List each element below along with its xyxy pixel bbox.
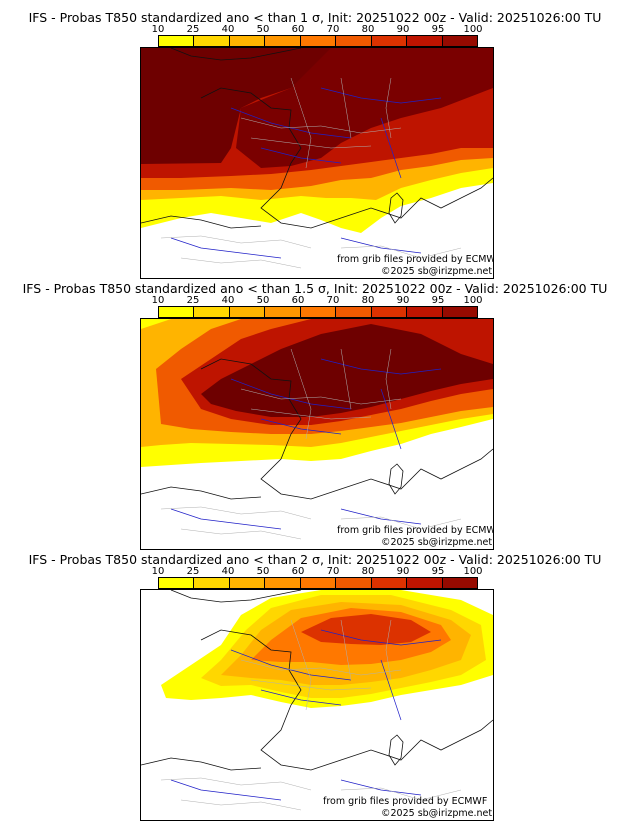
colorbar-swatch [229, 578, 266, 588]
credit-copyright: ©2025 sb@irizpme.net [381, 266, 492, 277]
colorbar-labels: 10 25 40 50 60 70 80 90 95 100 [148, 566, 488, 578]
colorbar-swatch [371, 578, 408, 588]
credit-copyright: ©2025 sb@irizpme.net [381, 808, 492, 819]
colorbar [158, 306, 478, 318]
rivers [170, 87, 442, 259]
colorbar-swatch [407, 307, 443, 317]
colorbar-tick: 95 [431, 24, 445, 35]
coastline [141, 358, 493, 500]
colorbar-tick: 90 [396, 295, 410, 306]
colorbar-tick: 40 [221, 24, 235, 35]
corsica-island [388, 463, 404, 495]
admin-borders [160, 348, 462, 540]
colorbar-tick: 40 [221, 295, 235, 306]
colorbar-swatch [407, 578, 443, 588]
corsica-island [388, 734, 404, 766]
colorbar-tick: 50 [256, 295, 270, 306]
colorbar-swatch [300, 36, 337, 46]
colorbar-swatch [371, 307, 408, 317]
credit-source: from grib files provided by ECMWF [337, 254, 493, 265]
colorbar-tick: 80 [361, 24, 375, 35]
probability-map: from grib files provided by ECMWF ©2025 … [140, 47, 494, 279]
panel-1: IFS - Probas T850 standardized ano < tha… [0, 10, 630, 279]
colorbar-swatch [336, 578, 372, 588]
colorbar-labels: 10 25 40 50 60 70 80 90 95 100 [148, 24, 488, 36]
map-graphic: from grib files provided by ECMWF ©2025 … [141, 319, 493, 548]
coastline [141, 87, 493, 229]
colorbar-tick: 10 [151, 566, 165, 577]
probability-map: from grib files provided by ECMWF ©2025 … [140, 589, 494, 821]
panel-title: IFS - Probas T850 standardized ano < tha… [28, 10, 602, 25]
colorbar-tick: 95 [431, 566, 445, 577]
rivers [170, 629, 442, 801]
panel-title: IFS - Probas T850 standardized ano < tha… [28, 552, 602, 567]
admin-borders [160, 77, 462, 269]
colorbar-swatch [442, 36, 477, 46]
panel-2: IFS - Probas T850 standardized ano < tha… [0, 281, 630, 550]
colorbar-tick: 70 [326, 566, 340, 577]
map-graphic: from grib files provided by ECMWF ©2025 … [141, 590, 493, 819]
colorbar-swatch [159, 578, 195, 588]
colorbar-swatch [194, 307, 230, 317]
colorbar-tick: 70 [326, 295, 340, 306]
colorbar-tick: 80 [361, 566, 375, 577]
credit-copyright: ©2025 sb@irizpme.net [381, 537, 492, 548]
prob-area-80 [301, 614, 431, 645]
colorbar-swatch [159, 307, 195, 317]
colorbar [158, 35, 478, 47]
colorbar-swatch [265, 36, 301, 46]
colorbar-swatch [300, 578, 337, 588]
colorbar-tick: 25 [186, 24, 200, 35]
colorbar-tick: 60 [291, 566, 305, 577]
colorbar-swatch [194, 578, 230, 588]
colorbar-swatch [229, 307, 266, 317]
corsica-island [388, 192, 404, 224]
colorbar-tick: 100 [463, 295, 483, 306]
colorbar-tick: 70 [326, 24, 340, 35]
colorbar-tick: 100 [463, 566, 483, 577]
credit-source: from grib files provided by ECMWF [323, 796, 487, 807]
colorbar-tick: 60 [291, 295, 305, 306]
colorbar-tick: 10 [151, 295, 165, 306]
panel-title: IFS - Probas T850 standardized ano < tha… [22, 281, 608, 296]
colorbar-swatch [336, 307, 372, 317]
colorbar-swatch [442, 307, 477, 317]
coastline [141, 629, 493, 771]
colorbar-tick: 95 [431, 295, 445, 306]
rivers [170, 358, 442, 530]
colorbar-tick: 25 [186, 566, 200, 577]
colorbar-tick: 50 [256, 566, 270, 577]
colorbar-tick: 40 [221, 566, 235, 577]
colorbar-tick: 100 [463, 24, 483, 35]
probability-map: from grib files provided by ECMWF ©2025 … [140, 318, 494, 550]
colorbar-tick: 50 [256, 24, 270, 35]
colorbar-swatch [159, 36, 195, 46]
colorbar-tick: 25 [186, 295, 200, 306]
credit-source: from grib files provided by ECMWF [337, 525, 493, 536]
prob-area-100 [141, 48, 331, 164]
admin-borders [160, 619, 462, 811]
prob-area-95 [201, 324, 493, 417]
colorbar-tick: 90 [396, 566, 410, 577]
colorbar-swatch [265, 307, 301, 317]
colorbar-tick: 80 [361, 295, 375, 306]
panel-3: IFS - Probas T850 standardized ano < tha… [0, 552, 630, 821]
map-graphic: from grib files provided by ECMWF ©2025 … [141, 48, 493, 277]
colorbar-swatch [407, 36, 443, 46]
colorbar-tick: 10 [151, 24, 165, 35]
colorbar-swatch [229, 36, 266, 46]
colorbar-labels: 10 25 40 50 60 70 80 90 95 100 [148, 295, 488, 307]
colorbar-swatch [336, 36, 372, 46]
colorbar-swatch [194, 36, 230, 46]
coastline-uk [170, 590, 302, 603]
colorbar-swatch [300, 307, 337, 317]
colorbar-swatch [371, 36, 408, 46]
colorbar-swatch [442, 578, 477, 588]
colorbar-swatch [265, 578, 301, 588]
colorbar [158, 577, 478, 589]
prob-area-100-east [236, 48, 493, 168]
colorbar-tick: 90 [396, 24, 410, 35]
colorbar-tick: 60 [291, 24, 305, 35]
coastline-uk [170, 48, 302, 61]
